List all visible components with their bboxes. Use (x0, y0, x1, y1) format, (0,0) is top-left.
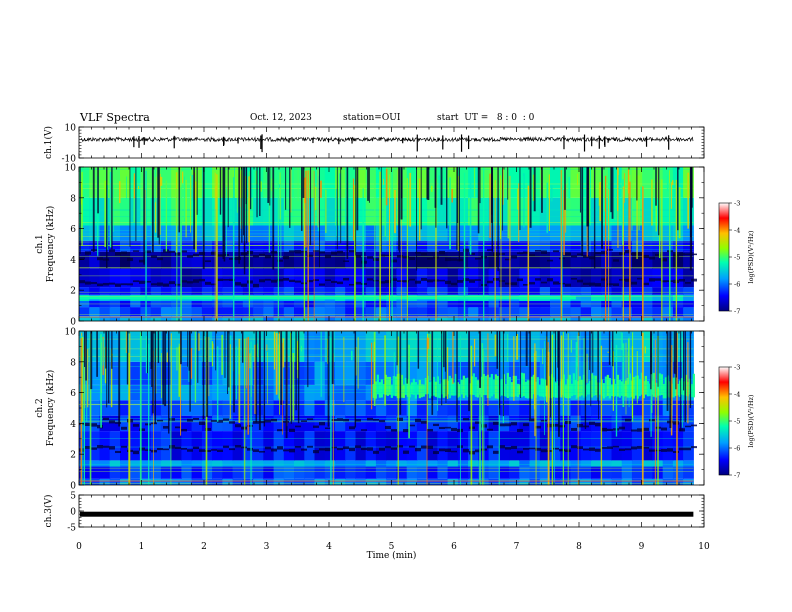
y-tick-label: 0 (70, 508, 76, 518)
y-tick-label: 10 (65, 164, 77, 174)
x-tick-label: 4 (326, 542, 332, 552)
x-tick-label: 6 (451, 542, 457, 552)
waveform-trace (80, 511, 694, 517)
colorbar-tick-label: -5 (734, 418, 740, 426)
y-tick-label: 4 (70, 420, 76, 430)
y-tick-label: -10 (62, 155, 77, 165)
y-axis-label: ch.3(V) (43, 495, 54, 528)
start-time-label: start UT = 8 : 0 : 0 (437, 113, 535, 123)
station-label: station=OUI (343, 113, 401, 123)
y-tick-label: 10 (65, 328, 77, 338)
y-axis-label: ch.1(V) (43, 126, 54, 159)
x-axis: 0 1 2 3 4 5 6 7 8 9 10 Time (min) (76, 542, 710, 561)
colorbar-label: log(PSD)(V²/Hz) (747, 394, 755, 447)
x-tick-label: 8 (576, 542, 582, 552)
chart-title: VLF Spectra (80, 111, 150, 124)
y-tick-label: 6 (70, 225, 76, 235)
colorbar-tick-label: -3 (734, 200, 740, 208)
x-tick-label: 2 (201, 542, 207, 552)
spectrogram-panel: 0 2 4 6 8 10 ch.2Frequency (kHz) (35, 328, 705, 492)
spectrogram-panel: 0 2 4 6 8 10 ch.1Frequency (kHz) (35, 164, 705, 328)
x-axis-label: Time (min) (367, 550, 417, 561)
colorbar-tick-label: -5 (734, 254, 740, 262)
colorbar-tick-label: -7 (734, 472, 740, 480)
y-tick-label: 8 (70, 194, 76, 204)
colorbar-tick-label: -4 (734, 391, 740, 399)
y-axis-label: ch.1Frequency (kHz) (35, 206, 56, 283)
colorbar: -3 -4 -5 -6 -7 log(PSD)(V²/Hz) (718, 200, 755, 316)
waveform-trace (80, 136, 694, 143)
colorbar-tick-label: -7 (734, 308, 740, 316)
x-tick-label: 7 (514, 542, 520, 552)
x-tick-label: 1 (139, 542, 145, 552)
spectrogram-image (79, 167, 697, 321)
y-tick-label: 2 (70, 451, 76, 461)
colorbar-label: log(PSD)(V²/Hz) (747, 230, 755, 283)
y-tick-label: 2 (70, 287, 76, 297)
colorbar-tick-label: -6 (734, 445, 740, 453)
y-tick-label: 0 (70, 318, 76, 328)
colorbar-tick-label: -3 (734, 364, 740, 372)
date-label: Oct. 12, 2023 (250, 113, 312, 123)
colorbar: -3 -4 -5 -6 -7 log(PSD)(V²/Hz) (718, 364, 755, 480)
y-tick-label: 5 (70, 492, 76, 502)
y-tick-label: -5 (67, 524, 76, 534)
x-tick-label: 10 (698, 542, 710, 552)
x-tick-label: 9 (639, 542, 645, 552)
spectrogram-image (79, 331, 697, 485)
colorbar-tick-label: -6 (734, 281, 740, 289)
waveform-panel: 5 0 -5 ch.3(V) (43, 492, 705, 534)
y-tick-label: 4 (70, 256, 76, 266)
x-tick-label: 0 (76, 542, 82, 552)
waveform-panel: 10 -10 ch.1(V) (43, 124, 705, 165)
y-tick-label: 8 (70, 358, 76, 368)
y-tick-label: 0 (70, 482, 76, 492)
colorbar-tick-label: -4 (734, 227, 740, 235)
y-tick-label: 6 (70, 389, 76, 399)
x-tick-label: 5 (389, 542, 395, 552)
y-axis-label: ch.2Frequency (kHz) (35, 370, 56, 447)
y-tick-label: 10 (65, 124, 77, 134)
x-tick-label: 3 (264, 542, 270, 552)
